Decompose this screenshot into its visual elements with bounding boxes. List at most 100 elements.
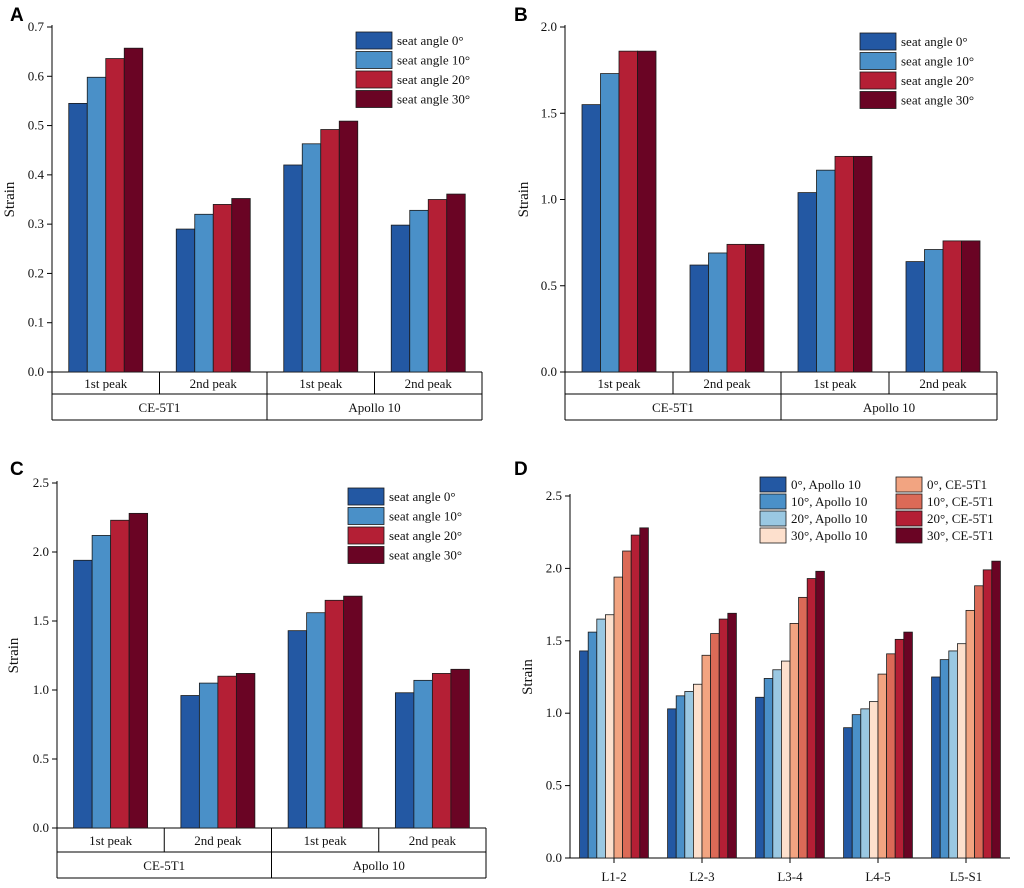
- y-tick-label: 1.0: [541, 192, 557, 207]
- bar: [600, 73, 620, 373]
- panel-label-b: B: [514, 5, 528, 26]
- legend-label: seat angle 10°: [901, 54, 974, 69]
- bar: [684, 691, 694, 859]
- legend-swatch: [859, 91, 897, 109]
- legend-swatch: [859, 52, 897, 70]
- y-tick-label: 1.5: [546, 633, 562, 648]
- bar: [860, 708, 870, 859]
- legend-label: seat angle 0°: [901, 34, 968, 49]
- y-tick-label: 0.0: [33, 820, 49, 835]
- x-category-label: 1st peak: [89, 833, 132, 848]
- legend-label: 20°, Apollo 10: [791, 511, 867, 526]
- bar: [86, 76, 107, 373]
- legend-swatch: [759, 476, 787, 493]
- panel-a: A 0.0 0.1 0.2 0.3 0.4 0.5 0.6 0.7 Strain 1st peak 2…: [2, 5, 483, 421]
- bar: [815, 570, 825, 859]
- bar: [675, 695, 686, 859]
- bar: [789, 623, 800, 859]
- bar: [637, 50, 657, 373]
- bar: [843, 727, 853, 859]
- y-tick-label: 0.1: [28, 315, 44, 330]
- bar: [693, 683, 703, 859]
- panel-b: B 0.0 0.5 1.0 1.5 2.0 Strain 1st peak 2nd peak 1s…: [514, 5, 998, 421]
- bar: [948, 650, 958, 859]
- x-group-label: Apollo 10: [348, 400, 400, 415]
- legend-label: seat angle 30°: [397, 92, 470, 107]
- bar: [413, 679, 433, 829]
- y-axis-label: Strain: [516, 181, 532, 217]
- bar: [853, 155, 873, 373]
- bar: [903, 631, 913, 859]
- legend-label: 0°, CE-5T1: [927, 477, 987, 492]
- bar: [605, 614, 615, 859]
- y-tick-label: 0.5: [28, 118, 44, 133]
- bar: [446, 193, 466, 373]
- legend-swatch: [895, 510, 923, 527]
- bar: [991, 560, 1001, 859]
- panel-label-a: A: [10, 5, 24, 26]
- bar: [965, 609, 976, 859]
- legend-label: seat angle 10°: [397, 53, 470, 68]
- x-category-label: L4-5: [865, 869, 890, 884]
- bar: [710, 633, 720, 859]
- bar: [798, 596, 808, 859]
- bar: [894, 638, 905, 859]
- bar: [175, 228, 196, 373]
- x-group-label: Apollo 10: [353, 858, 405, 873]
- bar: [579, 650, 589, 859]
- legend-swatch: [759, 510, 787, 527]
- legend-swatch: [759, 527, 787, 544]
- x-category-label: L3-4: [777, 869, 803, 884]
- bar: [745, 243, 765, 373]
- bar: [231, 198, 251, 373]
- y-tick-label: 0.0: [546, 850, 562, 865]
- bar: [194, 213, 214, 373]
- legend-swatch: [347, 487, 385, 506]
- x-group-label: Apollo 10: [863, 400, 915, 415]
- y-tick-label: 2.0: [546, 560, 562, 575]
- x-group-label: CE-5T1: [139, 400, 181, 415]
- bar: [287, 630, 308, 829]
- bar: [718, 618, 729, 859]
- x-category-label: 1st peak: [304, 833, 347, 848]
- x-category-label: 2nd peak: [703, 376, 751, 391]
- y-tick-label: 0.5: [541, 278, 557, 293]
- y-tick-label: 1.0: [546, 705, 562, 720]
- bar: [235, 673, 256, 829]
- bar: [596, 618, 606, 859]
- bar: [128, 512, 149, 829]
- bar: [198, 682, 219, 829]
- y-tick-label: 1.0: [33, 682, 49, 697]
- legend-label: seat angle 20°: [397, 72, 470, 87]
- y-tick-label: 0.2: [28, 265, 44, 280]
- y-tick-label: 0.5: [546, 778, 562, 793]
- y-tick-label: 2.5: [546, 488, 562, 503]
- bar: [68, 102, 88, 373]
- bar: [961, 240, 981, 373]
- y-axis-label: Strain: [6, 637, 22, 673]
- bar: [763, 678, 774, 859]
- bar: [180, 695, 200, 829]
- legend-swatch: [355, 70, 393, 89]
- legend-swatch: [859, 32, 897, 51]
- legend-swatch: [347, 526, 385, 545]
- x-group-label: CE-5T1: [143, 858, 185, 873]
- bar: [886, 653, 896, 859]
- bar: [727, 612, 737, 859]
- legend-swatch: [759, 493, 787, 510]
- bar: [974, 585, 984, 859]
- legend: 0°, Apollo 10 10°, Apollo 10 20°, Apollo 1…: [759, 476, 994, 544]
- bar: [851, 714, 862, 859]
- bar: [939, 659, 950, 859]
- y-axis-label: Strain: [520, 659, 536, 695]
- bar: [834, 155, 854, 373]
- bar: [394, 692, 415, 829]
- legend-label: 20°, CE-5T1: [927, 511, 994, 526]
- bar: [781, 660, 791, 859]
- legend-label: seat angle 20°: [901, 73, 974, 88]
- bar: [123, 47, 144, 373]
- legend-swatch: [347, 546, 385, 564]
- x-category-label: L5-S1: [950, 869, 983, 884]
- bar: [622, 550, 632, 859]
